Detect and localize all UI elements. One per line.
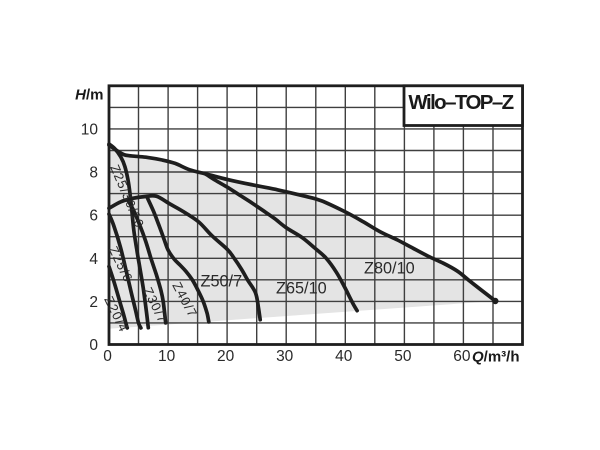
svg-text:60: 60 <box>453 348 471 365</box>
svg-text:10: 10 <box>158 348 176 365</box>
svg-text:Q/m³/h: Q/m³/h <box>472 349 520 366</box>
svg-text:0: 0 <box>103 348 112 365</box>
svg-text:Z65/10: Z65/10 <box>276 280 327 298</box>
svg-text:2: 2 <box>89 294 98 311</box>
svg-text:20: 20 <box>217 348 235 365</box>
svg-text:Z80/10: Z80/10 <box>364 260 415 278</box>
svg-text:30: 30 <box>276 348 294 365</box>
svg-text:0: 0 <box>89 337 98 354</box>
svg-text:6: 6 <box>89 208 98 225</box>
svg-text:4: 4 <box>89 251 98 268</box>
svg-text:Wilo–TOP–Z: Wilo–TOP–Z <box>408 91 513 114</box>
svg-text:Z50/7: Z50/7 <box>201 273 243 291</box>
svg-text:40: 40 <box>335 348 353 365</box>
svg-text:H/m: H/m <box>75 86 103 103</box>
svg-text:50: 50 <box>394 348 412 365</box>
svg-text:10: 10 <box>81 121 99 138</box>
svg-text:8: 8 <box>89 165 98 182</box>
